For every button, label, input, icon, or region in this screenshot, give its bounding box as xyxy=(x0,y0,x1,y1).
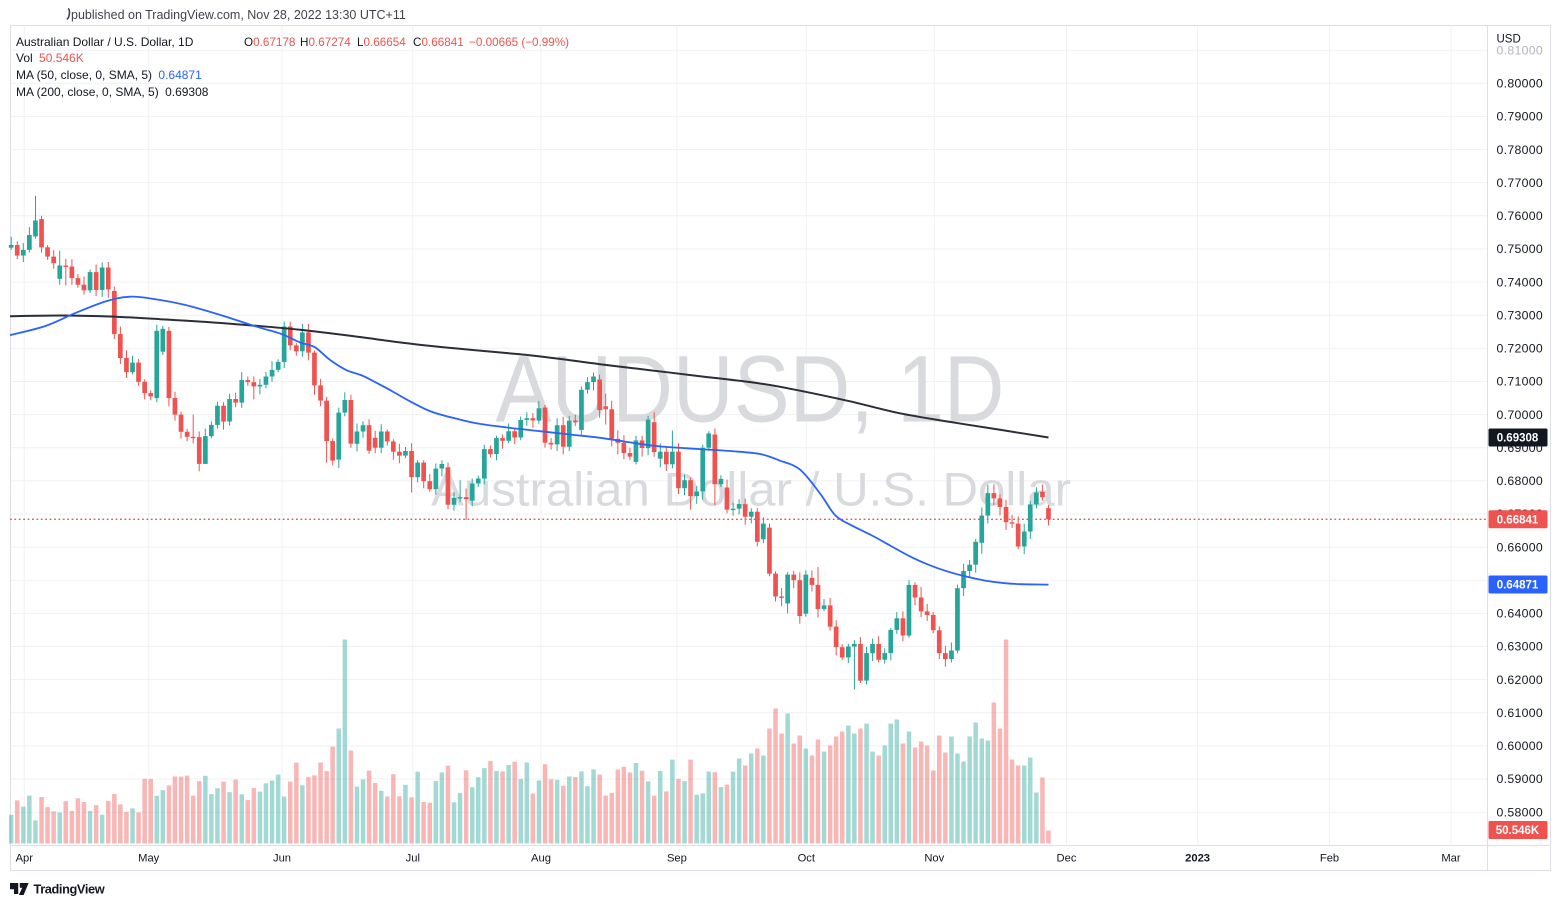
svg-text:Oct: Oct xyxy=(798,853,816,865)
svg-text:Aug: Aug xyxy=(531,853,551,865)
svg-text:Australian Dollar / U.S. Dolla: Australian Dollar / U.S. Dollar xyxy=(431,463,1071,516)
svg-text:Vol 50.546K: Vol 50.546K xyxy=(16,51,84,65)
svg-text:0.70000: 0.70000 xyxy=(1497,408,1544,422)
svg-text:0.66841: 0.66841 xyxy=(1497,514,1539,526)
svg-text:USD: USD xyxy=(1497,34,1521,46)
svg-text:0.81000: 0.81000 xyxy=(1497,43,1544,57)
svg-text:−0.00665 (−0.99%): −0.00665 (−0.99%) xyxy=(469,36,569,49)
svg-text:0.68000: 0.68000 xyxy=(1497,474,1544,488)
svg-text:0.75000: 0.75000 xyxy=(1497,242,1544,256)
svg-text:TradingView: TradingView xyxy=(34,882,105,897)
svg-text:0.76000: 0.76000 xyxy=(1497,209,1544,223)
svg-text:May: May xyxy=(138,853,160,865)
svg-text:Mar: Mar xyxy=(1441,853,1461,865)
svg-text:Jul: Jul xyxy=(406,853,420,865)
svg-text:Dec: Dec xyxy=(1057,853,1077,865)
svg-text:0.64000: 0.64000 xyxy=(1497,607,1544,621)
svg-text:0.58000: 0.58000 xyxy=(1497,805,1544,819)
svg-text:Australian Dollar / U.S. Dolla: Australian Dollar / U.S. Dollar, 1D xyxy=(16,35,194,49)
svg-text:0.59000: 0.59000 xyxy=(1497,772,1544,786)
svg-text:0.60000: 0.60000 xyxy=(1497,739,1544,753)
svg-text:0.64871: 0.64871 xyxy=(1497,580,1539,592)
svg-text:MA (50, close, 0, SMA, 5) 0.64: MA (50, close, 0, SMA, 5) 0.64871 xyxy=(16,68,202,82)
svg-text:0.74000: 0.74000 xyxy=(1497,275,1544,289)
svg-text:0.72000: 0.72000 xyxy=(1497,342,1544,356)
svg-text:0.78000: 0.78000 xyxy=(1497,143,1544,157)
svg-text:0.61000: 0.61000 xyxy=(1497,706,1544,720)
svg-text:H0.67274: H0.67274 xyxy=(300,36,351,49)
svg-text:0.62000: 0.62000 xyxy=(1497,673,1544,687)
svg-text:Feb: Feb xyxy=(1320,853,1339,865)
svg-text:0.73000: 0.73000 xyxy=(1497,308,1544,322)
svg-text:C0.66841: C0.66841 xyxy=(413,36,464,49)
svg-text:L0.66654: L0.66654 xyxy=(357,36,406,49)
svg-text:2023: 2023 xyxy=(1185,853,1210,865)
svg-text:50.546K: 50.546K xyxy=(1496,825,1540,837)
svg-text:0.69308: 0.69308 xyxy=(1497,433,1539,445)
svg-text:Nov: Nov xyxy=(924,853,944,865)
svg-text:0.80000: 0.80000 xyxy=(1497,77,1544,91)
svg-text:0.66000: 0.66000 xyxy=(1497,540,1544,554)
svg-text:Sep: Sep xyxy=(667,853,687,865)
svg-text:0.79000: 0.79000 xyxy=(1497,110,1544,124)
svg-text:Jun: Jun xyxy=(273,853,291,865)
svg-text:MA (200, close, 0, SMA, 5) 0.6: MA (200, close, 0, SMA, 5) 0.69308 xyxy=(16,85,209,99)
svg-text:published on TradingView.com,: published on TradingView.com, Nov 28, 20… xyxy=(71,8,406,22)
svg-text:Apr: Apr xyxy=(16,853,34,865)
svg-text:0.71000: 0.71000 xyxy=(1497,375,1544,389)
svg-text:AUDUSD, 1D: AUDUSD, 1D xyxy=(496,337,1005,443)
svg-text:O0.67178: O0.67178 xyxy=(244,36,295,49)
svg-text:0.77000: 0.77000 xyxy=(1497,176,1544,190)
svg-text:0.63000: 0.63000 xyxy=(1497,640,1544,654)
